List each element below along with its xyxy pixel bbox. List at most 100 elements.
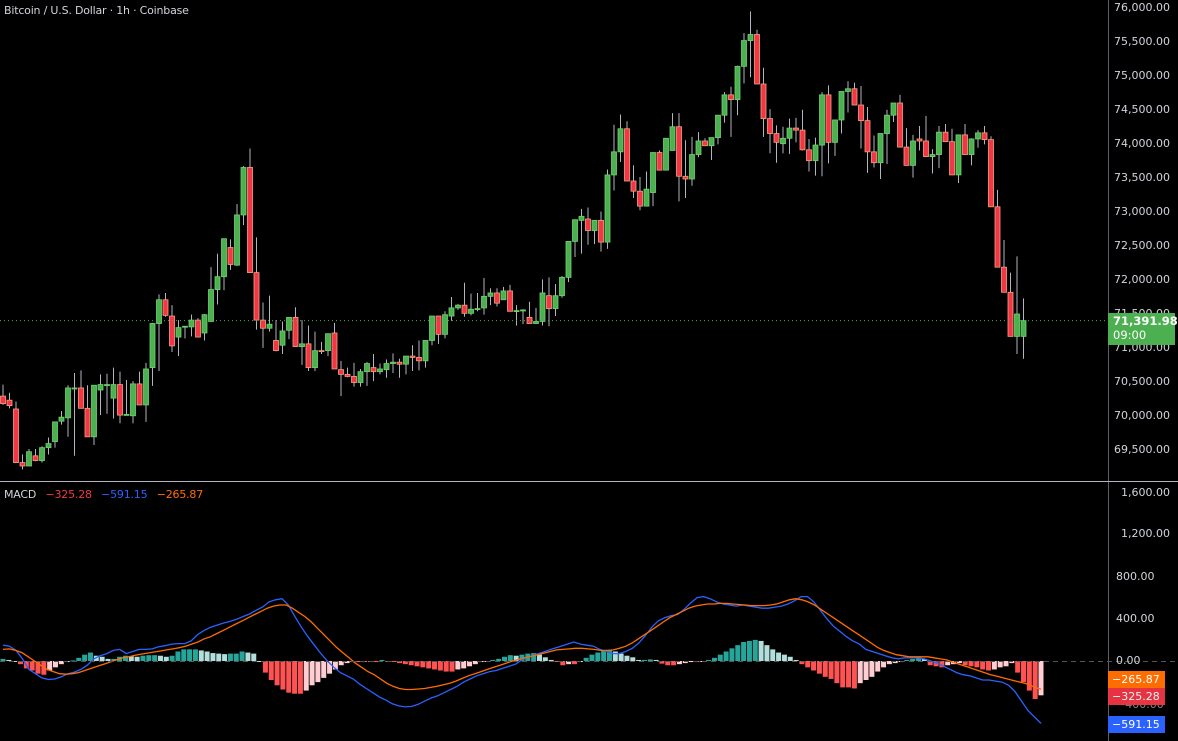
candle-up[interactable] [143, 368, 149, 406]
candle-down[interactable] [0, 395, 6, 404]
candle-down[interactable] [806, 149, 812, 162]
candle-down[interactable] [858, 104, 864, 122]
candle-up[interactable] [975, 132, 981, 140]
candle-up[interactable] [448, 307, 455, 317]
candle-down[interactable] [32, 455, 39, 461]
candle-up[interactable] [715, 114, 721, 138]
candle-up[interactable] [97, 384, 104, 391]
candle-down[interactable] [656, 152, 663, 171]
candle-down[interactable] [981, 132, 988, 141]
candle-up[interactable] [539, 292, 546, 322]
candle-up[interactable] [71, 387, 78, 390]
candle-up[interactable] [650, 152, 656, 193]
candle-up[interactable] [123, 414, 130, 416]
candle-down[interactable] [19, 462, 26, 467]
candle-up[interactable] [832, 119, 838, 143]
candle-up[interactable] [130, 383, 136, 417]
candle-up[interactable] [591, 219, 598, 231]
candle-up[interactable] [819, 94, 825, 146]
candle-up[interactable] [91, 384, 97, 438]
candle-up[interactable] [578, 215, 585, 221]
candle-up[interactable] [559, 276, 565, 297]
candle-up[interactable] [838, 91, 845, 121]
candle-down[interactable] [370, 367, 377, 373]
candle-down[interactable] [864, 120, 871, 153]
candle-down[interactable] [630, 180, 637, 192]
candle-down[interactable] [331, 332, 338, 370]
candle-down[interactable] [273, 340, 279, 352]
candle-down[interactable] [13, 408, 19, 463]
candle-down[interactable] [916, 138, 923, 142]
candle-up[interactable] [780, 137, 786, 145]
candle-down[interactable] [253, 272, 260, 321]
candle-up[interactable] [429, 315, 435, 341]
candle-up[interactable] [182, 325, 188, 328]
candle-up[interactable] [955, 134, 962, 176]
candle-up[interactable] [442, 314, 448, 335]
candle-up[interactable] [884, 114, 890, 134]
candle-down[interactable] [1001, 266, 1007, 293]
candle-down[interactable] [461, 304, 468, 314]
candle-up[interactable] [845, 88, 851, 92]
candle-down[interactable] [1007, 291, 1014, 337]
candle-down[interactable] [988, 139, 994, 208]
candle-down[interactable] [754, 34, 760, 85]
candle-up[interactable] [968, 138, 975, 155]
candle-up[interactable] [812, 144, 819, 162]
candle-up[interactable] [611, 151, 617, 176]
candle-down[interactable] [825, 94, 832, 143]
candle-up[interactable] [65, 387, 71, 419]
candle-down[interactable] [292, 316, 299, 347]
candle-up[interactable] [208, 289, 214, 322]
candle-up[interactable] [390, 361, 396, 364]
candle-down[interactable] [117, 384, 123, 416]
candle-up[interactable] [643, 188, 650, 207]
candle-up[interactable] [890, 102, 897, 116]
candle-up[interactable] [1014, 313, 1020, 337]
candle-down[interactable] [396, 361, 403, 365]
candle-up[interactable] [26, 451, 32, 467]
candle-down[interactable] [136, 383, 143, 406]
candle-down[interactable] [994, 206, 1001, 268]
candle-up[interactable] [468, 308, 474, 314]
candle-down[interactable] [526, 316, 533, 324]
candle-down[interactable] [305, 343, 312, 369]
candle-up[interactable] [487, 292, 494, 297]
candle-down[interactable] [260, 319, 266, 329]
candle-down[interactable] [682, 175, 689, 180]
candle-up[interactable] [234, 214, 240, 266]
candle-down[interactable] [728, 94, 734, 100]
candle-down[interactable] [793, 127, 799, 131]
candle-up[interactable] [689, 154, 695, 180]
candle-down[interactable] [585, 218, 591, 231]
candle-up[interactable] [663, 137, 669, 171]
candle-down[interactable] [949, 141, 955, 176]
candle-up[interactable] [377, 368, 383, 373]
candle-up[interactable] [481, 295, 487, 309]
candle-down[interactable] [851, 88, 858, 106]
candle-down[interactable] [903, 146, 910, 166]
candle-down[interactable] [546, 295, 552, 309]
candle-down[interactable] [760, 83, 767, 119]
candle-down[interactable] [195, 319, 201, 338]
candle-up[interactable] [500, 290, 507, 301]
candle-up[interactable] [156, 299, 162, 324]
candle-up[interactable] [929, 154, 936, 157]
symbol-title[interactable]: Bitcoin / U.S. Dollar · 1h · Coinbase [4, 4, 189, 17]
candle-up[interactable] [741, 40, 747, 67]
candle-up[interactable] [1020, 320, 1027, 337]
candle-up[interactable] [110, 384, 117, 399]
candle-up[interactable] [936, 131, 942, 155]
macd-legend[interactable]: MACD −325.28 −591.15 −265.87 [4, 488, 209, 501]
candle-up[interactable] [786, 127, 793, 139]
candle-up[interactable] [513, 310, 520, 313]
candle-up[interactable] [364, 363, 370, 373]
candle-up[interactable] [565, 241, 572, 278]
candle-up[interactable] [572, 219, 578, 242]
candle-down[interactable] [871, 151, 877, 164]
candle-down[interactable] [338, 369, 344, 375]
candle-down[interactable] [507, 290, 513, 312]
candle-up[interactable] [52, 421, 58, 442]
candle-down[interactable] [169, 315, 175, 347]
